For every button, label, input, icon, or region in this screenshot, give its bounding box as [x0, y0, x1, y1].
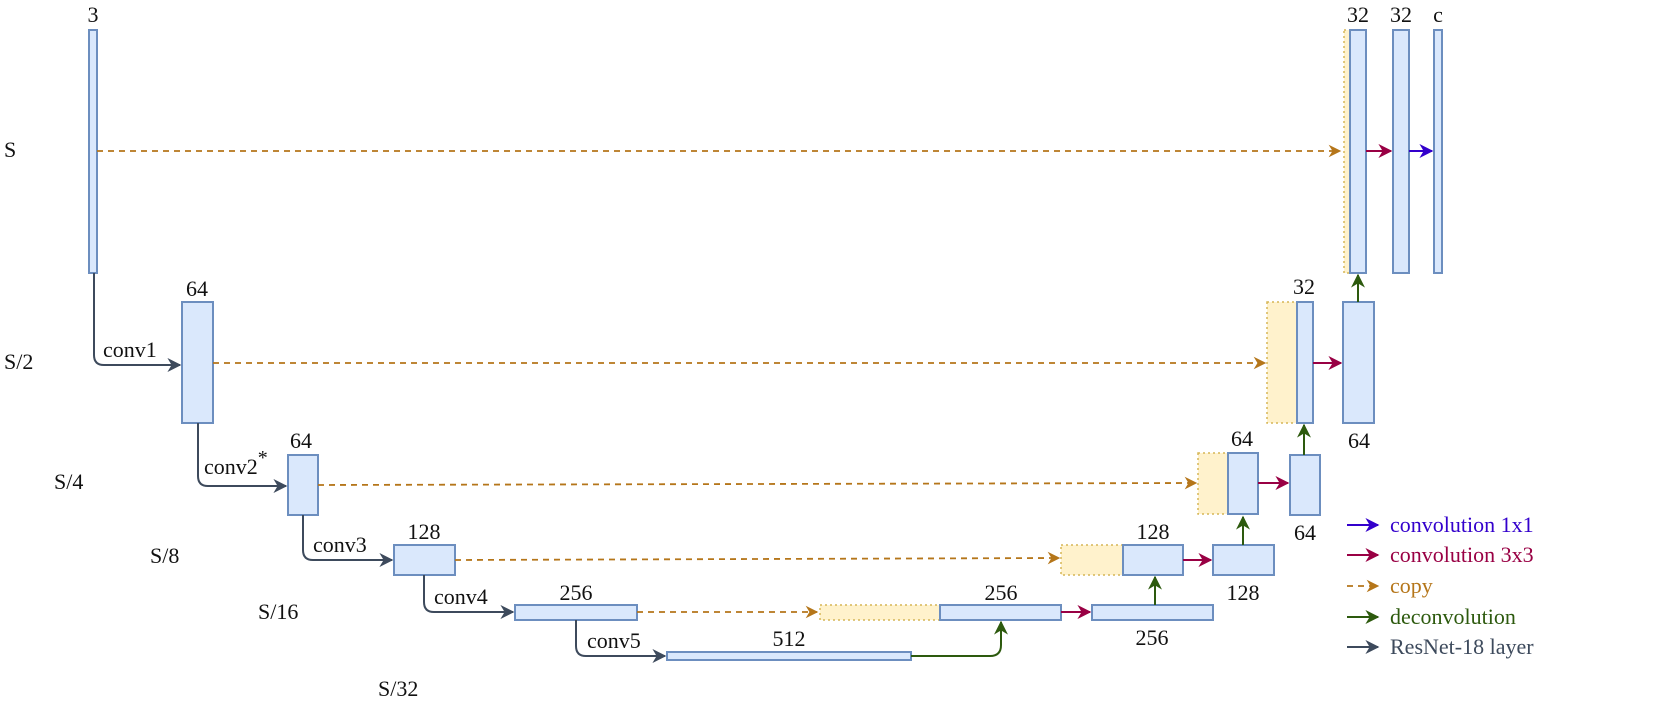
conv4-arrow — [423, 575, 515, 619]
out-channels-label-s4: 64 — [1294, 520, 1316, 545]
legend-conv1x1-label: convolution 1x1 — [1390, 512, 1534, 537]
concat-channels-label-s4: 64 — [1231, 426, 1253, 451]
deconv-map-s2 — [1296, 301, 1314, 424]
deconv-map-s4 — [1227, 452, 1259, 515]
conv1-feature-map — [181, 301, 214, 424]
scale-label-s2: S/2 — [4, 349, 33, 374]
copied-map-s16 — [819, 604, 941, 621]
conv5-feature-map — [666, 651, 912, 661]
legend-conv3x3-label: convolution 3x3 — [1390, 542, 1534, 567]
conv4-feature-map — [514, 604, 638, 621]
conv5-layer-label: conv5 — [587, 628, 641, 653]
conv3-layer-label: conv3 — [313, 532, 367, 557]
concat-channels-label-s8: 128 — [1137, 519, 1170, 544]
copied-map-s — [1343, 29, 1351, 274]
conv-map-s4 — [1289, 454, 1321, 516]
concat-channels-label-s2: 32 — [1293, 274, 1315, 299]
copied-map-s2 — [1266, 301, 1298, 424]
scale-label-s16: S/16 — [258, 599, 298, 624]
conv2-channels-label: 64 — [290, 428, 312, 453]
conv4-channels-label: 256 — [560, 580, 593, 605]
conv1-arrow — [93, 273, 182, 372]
conv-channels-label-s: 32 — [1390, 2, 1412, 27]
copy-arrow-s4 — [317, 476, 1198, 490]
conv-map-s8 — [1212, 544, 1275, 576]
conv1-layer-label: conv1 — [103, 337, 157, 362]
conv2-arrow — [197, 423, 288, 493]
legend-deconv-label: deconvolution — [1390, 604, 1516, 629]
conv2-layer-text: conv2 — [204, 454, 258, 479]
conv-map-s16 — [1091, 604, 1214, 621]
scale-label-s8: S/8 — [150, 543, 179, 568]
conv1-channels-label: 64 — [186, 276, 208, 301]
deconv-map-s8 — [1122, 544, 1184, 576]
legend-copy-label: copy — [1390, 573, 1433, 598]
copied-map-s8 — [1060, 544, 1124, 576]
conv3-feature-map — [393, 544, 456, 576]
scale-label-s4: S/4 — [54, 469, 83, 494]
conv3-channels-label: 128 — [408, 519, 441, 544]
deconv-arrow-s32-to-s16 — [911, 620, 1008, 657]
input-channels-label: 3 — [88, 2, 99, 27]
deconv-map-s16 — [939, 604, 1062, 621]
conv5-channels-label: 512 — [773, 626, 806, 651]
conv-map-s2 — [1342, 301, 1375, 424]
input-feature-map — [88, 29, 98, 274]
legend-resnet-label: ResNet-18 layer — [1390, 634, 1534, 659]
output-channels-label: c — [1433, 2, 1443, 27]
conv4-layer-label: conv4 — [434, 584, 488, 609]
legend: convolution 1x1 convolution 3x3 copy dec… — [1347, 512, 1534, 659]
concat-channels-label-s: 32 — [1347, 2, 1369, 27]
conv2-layer-label: conv2* — [204, 447, 268, 479]
out-channels-label-s16: 256 — [1136, 625, 1169, 650]
scale-label-s: S — [4, 137, 16, 162]
conv2-star: * — [258, 447, 268, 469]
conv5-arrow — [575, 620, 667, 663]
output-map — [1433, 29, 1443, 274]
scale-label-s32: S/32 — [378, 676, 418, 701]
out-channels-label-s8: 128 — [1227, 580, 1260, 605]
out-channels-label-s2: 64 — [1348, 428, 1370, 453]
deconv-map-s — [1349, 29, 1367, 274]
conv3-arrow — [302, 515, 394, 567]
copy-arrow-s8 — [454, 551, 1061, 565]
conv2-feature-map — [287, 454, 319, 516]
conv-map-s — [1392, 29, 1410, 274]
concat-channels-label-s16: 256 — [985, 580, 1018, 605]
copied-map-s4 — [1197, 452, 1229, 515]
